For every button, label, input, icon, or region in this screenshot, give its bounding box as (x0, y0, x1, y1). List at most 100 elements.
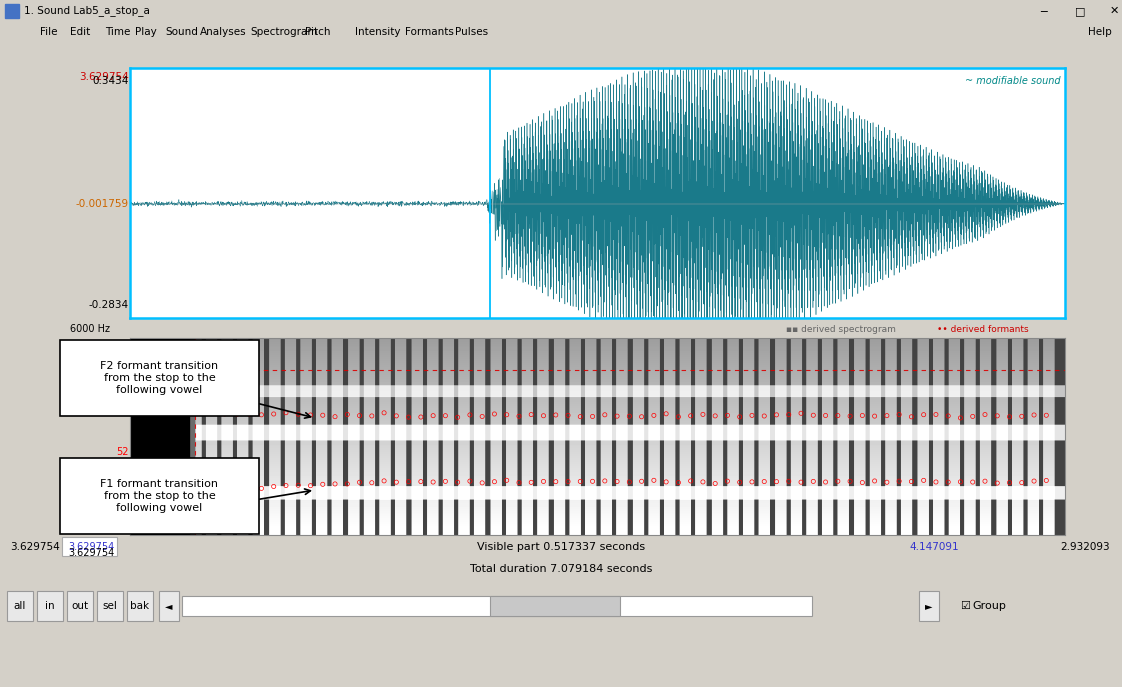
Point (755, 411, 773, 422)
Point (449, 412, 467, 423)
Point (633, 476, 651, 487)
Text: ✕: ✕ (1110, 6, 1119, 16)
Point (842, 411, 859, 422)
Point (804, 476, 822, 487)
FancyBboxPatch shape (67, 591, 93, 621)
Point (842, 476, 859, 487)
Point (436, 410, 454, 421)
Text: •• derived formants: •• derived formants (937, 324, 1029, 333)
Point (289, 409, 307, 420)
Point (767, 409, 785, 420)
FancyBboxPatch shape (7, 591, 33, 621)
Point (339, 409, 357, 420)
Point (976, 475, 994, 486)
Point (461, 475, 479, 486)
Point (693, 409, 711, 420)
Point (203, 406, 221, 417)
Point (145, 366, 163, 377)
Point (130, 348, 148, 359)
Bar (490, 596, 620, 616)
Text: Visible part 0.517337 seconds: Visible part 0.517337 seconds (477, 541, 645, 552)
Point (877, 410, 895, 421)
Point (339, 478, 357, 489)
Point (302, 480, 320, 491)
Text: 3.629754: 3.629754 (68, 541, 114, 552)
Point (633, 412, 651, 423)
Point (608, 476, 626, 487)
Text: sel: sel (102, 601, 118, 611)
Text: Play: Play (135, 27, 157, 37)
Text: bak: bak (130, 601, 149, 611)
Point (964, 477, 982, 488)
Point (149, 380, 167, 391)
Point (486, 409, 504, 420)
Point (302, 409, 320, 420)
Point (1001, 477, 1019, 488)
Point (387, 410, 405, 421)
Point (706, 410, 724, 421)
Text: 3.629754: 3.629754 (79, 71, 129, 82)
Point (277, 480, 295, 491)
Point (473, 477, 491, 488)
Point (718, 410, 736, 421)
Point (682, 410, 700, 421)
Point (252, 483, 270, 494)
FancyBboxPatch shape (37, 591, 63, 621)
Point (914, 409, 932, 420)
Point (767, 476, 785, 487)
Point (399, 412, 417, 423)
Point (240, 409, 258, 420)
Point (620, 477, 638, 488)
Point (939, 477, 957, 488)
Point (829, 475, 847, 486)
Text: all: all (13, 601, 26, 611)
Point (350, 410, 368, 421)
Point (854, 410, 872, 421)
Point (158, 401, 176, 412)
Point (780, 476, 798, 487)
Text: 52: 52 (116, 447, 129, 458)
Point (743, 476, 761, 487)
Point (289, 480, 307, 491)
Point (327, 412, 344, 423)
Text: Spectrogram: Spectrogram (250, 27, 318, 37)
Point (534, 410, 552, 421)
Point (1013, 477, 1031, 488)
Text: ☑: ☑ (960, 601, 971, 611)
Bar (4, 4, 19, 18)
Point (228, 485, 246, 496)
Point (902, 476, 920, 487)
Text: Group: Group (972, 601, 1006, 611)
Point (583, 476, 601, 487)
Point (657, 408, 675, 419)
Point (792, 477, 810, 488)
Point (939, 410, 957, 421)
Text: Time: Time (105, 27, 130, 37)
Point (314, 479, 332, 490)
Point (780, 409, 798, 420)
Point (168, 494, 186, 505)
Point (240, 482, 258, 493)
Point (424, 410, 442, 421)
Point (473, 411, 491, 422)
Point (228, 409, 246, 420)
Point (743, 410, 761, 421)
Point (988, 410, 1006, 421)
Point (511, 411, 528, 422)
Text: Pulses: Pulses (456, 27, 488, 37)
Text: File: File (40, 27, 57, 37)
Point (375, 407, 393, 418)
Point (866, 411, 884, 422)
Point (498, 409, 516, 420)
Text: 6000 Hz: 6000 Hz (89, 342, 129, 352)
Point (693, 476, 711, 487)
Text: ~ modifiable sound: ~ modifiable sound (965, 76, 1060, 85)
Text: Intensity: Intensity (355, 27, 401, 37)
Point (149, 510, 167, 521)
Point (399, 476, 417, 487)
Point (1026, 475, 1043, 486)
Point (498, 475, 516, 486)
Point (645, 410, 663, 421)
Point (546, 476, 564, 487)
Point (1038, 409, 1056, 420)
